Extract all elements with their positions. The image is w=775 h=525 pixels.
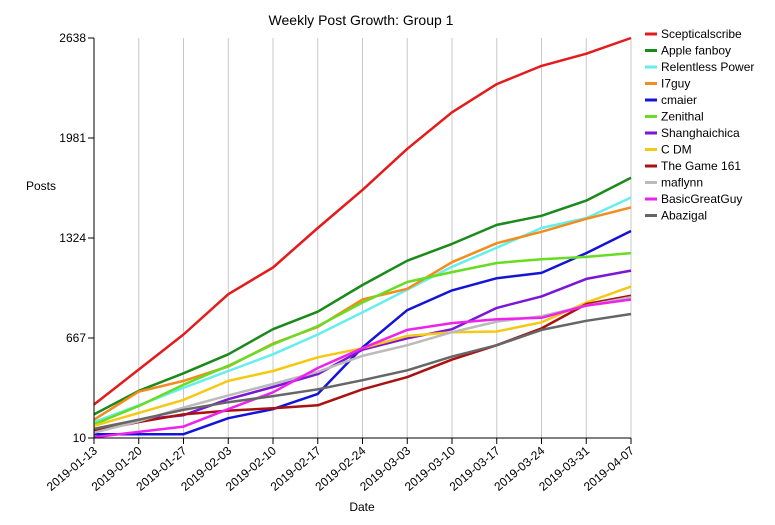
legend-label: C DM	[661, 143, 692, 157]
x-axis-label: Date	[349, 500, 375, 514]
series-line	[93, 206, 632, 421]
chart-title: Weekly Post Growth: Group 1	[269, 12, 454, 28]
legend-label: maflynn	[661, 176, 703, 190]
series-line	[93, 176, 632, 416]
legend-label: Relentless Power	[661, 60, 754, 74]
legend-label: Apple fanboy	[661, 44, 731, 58]
y-tick-label: 1981	[59, 131, 86, 145]
grid	[93, 38, 632, 438]
legend-label: I7guy	[661, 77, 690, 91]
series-line	[93, 298, 632, 439]
legend-label: BasicGreatGuy	[661, 192, 742, 206]
legend: Scepticalscribe Apple fanboy Relentless Po…	[645, 27, 754, 223]
legend-label: Abazigal	[661, 209, 707, 223]
series-line	[93, 36, 632, 406]
series-line	[93, 312, 632, 431]
legend-label: Shanghaichica	[661, 126, 740, 140]
y-tick-label: 1324	[59, 231, 86, 245]
series-lines	[93, 36, 632, 439]
y-tick-label: 10	[73, 431, 87, 445]
series-line	[93, 196, 632, 424]
legend-label: cmaier	[661, 93, 697, 107]
series-line	[93, 251, 632, 426]
series-line	[93, 294, 632, 433]
legend-label: Zenithal	[661, 110, 704, 124]
series-line	[93, 295, 632, 434]
legend-label: Scepticalscribe	[661, 27, 742, 41]
y-tick-label: 667	[66, 331, 86, 345]
legend-label: The Game 161	[661, 159, 741, 173]
y-tick-label: 2638	[59, 31, 86, 45]
y-axis-label: Posts	[26, 179, 56, 193]
